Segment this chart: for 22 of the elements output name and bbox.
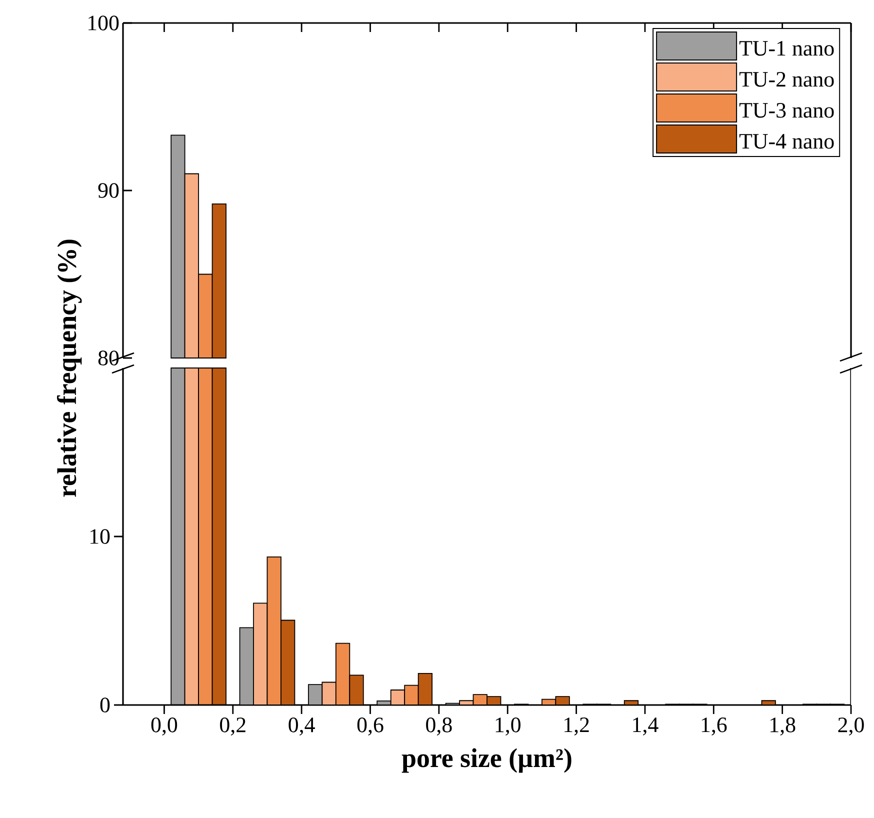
x-tick-label: 0,4 [288,718,315,736]
y-tick-label: 0 [100,698,110,712]
y-tick-label: 80 [98,350,119,366]
legend-label: TU-4 nano [739,134,834,149]
x-tick-label: 1,4 [633,718,658,736]
x-tick-label: 2,0 [838,718,864,736]
x-tick-label: 0,2 [220,718,246,736]
x-tick-label: 0,8 [426,718,452,736]
x-tick-label: 0,0 [151,718,178,736]
legend-label: TU-3 nano [739,103,834,118]
x-axis-title: pore size (µm²) [402,748,572,773]
y-axis-title: relative frequency (%) [56,240,82,497]
y-tick-label: 100 [88,16,119,30]
y-tick-label: 10 [90,529,110,544]
legend-label: TU-1 nano [739,41,834,56]
x-tick-label: 1,2 [564,718,589,736]
x-tick-label: 1,8 [770,718,796,736]
x-tick-label: 1,6 [702,718,727,736]
x-tick-label: 0,6 [357,718,384,736]
legend-label: TU-2 nano [739,72,834,87]
y-tick-label: 90 [98,183,119,198]
x-tick-label: 1,0 [496,718,520,736]
